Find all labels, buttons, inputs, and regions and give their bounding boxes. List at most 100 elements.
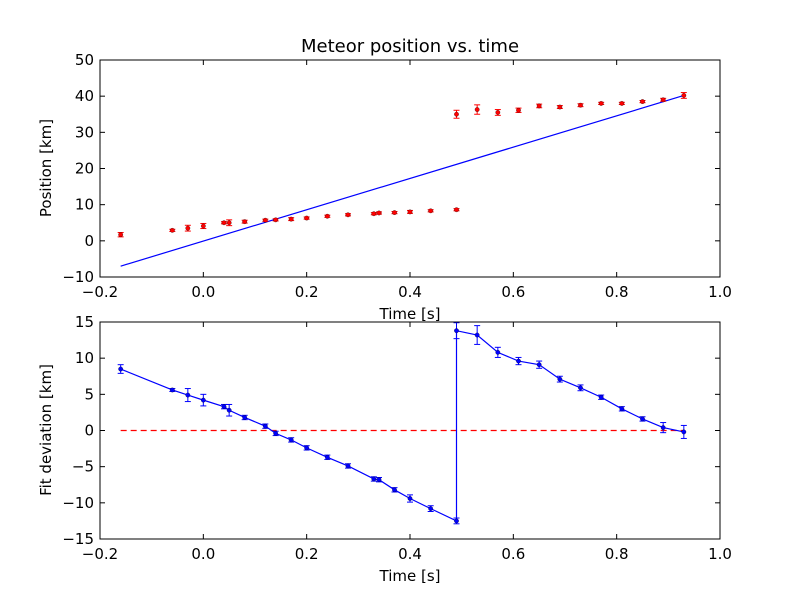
position-point (262, 217, 268, 223)
position-chart: Meteor position vs. time −0.2 0.0 0.2 0.4 0.… (37, 36, 732, 323)
y-tick-label: 10 (75, 196, 94, 214)
x-tick-label: 0.0 (191, 545, 215, 563)
y-tick-label: −5 (72, 458, 94, 476)
position-y-axis-label: Position [km] (37, 119, 55, 217)
position-point (324, 213, 330, 219)
deviation-point (185, 392, 191, 398)
deviation-point (474, 332, 480, 338)
x-tick-label: 0.4 (398, 545, 422, 563)
deviation-y-axis-label: Fit deviation [km] (37, 364, 55, 496)
x-tick-label: −0.2 (82, 283, 118, 301)
position-ticks: −0.2 0.0 0.2 0.4 0.6 0.8 1.0 −10 0 10 20 30 40 50 (62, 51, 732, 301)
position-point (304, 215, 310, 221)
position-point (200, 223, 206, 229)
y-tick-label: 20 (75, 160, 94, 178)
deviation-point (407, 496, 413, 501)
deviation-point (118, 366, 124, 372)
y-tick-label: 0 (84, 232, 94, 250)
y-tick-label: −10 (62, 494, 94, 512)
deviation-marks (117, 322, 687, 525)
position-point (185, 225, 191, 231)
position-point (557, 104, 563, 110)
x-tick-label: 0.2 (295, 283, 319, 301)
deviation-point (578, 385, 583, 391)
deviation-point (557, 376, 563, 382)
deviation-point (640, 416, 645, 422)
position-point (407, 209, 413, 215)
x-tick-label: 1.0 (708, 283, 732, 301)
position-marks (117, 92, 687, 267)
position-point (516, 107, 521, 113)
chart-title: Meteor position vs. time (301, 36, 519, 57)
deviation-point (304, 445, 310, 451)
y-tick-label: 5 (84, 385, 94, 403)
y-tick-label: 15 (75, 313, 94, 331)
deviation-point (681, 429, 687, 435)
deviation-point (262, 423, 268, 429)
x-tick-label: 1.0 (708, 545, 732, 563)
deviation-point (273, 431, 279, 436)
x-tick-label: 0.8 (605, 283, 629, 301)
deviation-point (324, 454, 330, 460)
deviation-series-line (120, 329, 684, 522)
deviation-point (376, 477, 382, 483)
position-point (345, 212, 351, 218)
position-point (619, 101, 625, 106)
position-point (454, 207, 459, 213)
position-point (495, 110, 501, 115)
position-point (660, 97, 666, 103)
position-point (428, 208, 434, 214)
deviation-point (619, 406, 625, 412)
y-tick-label: 10 (75, 349, 94, 367)
position-point (578, 102, 583, 108)
deviation-x-axis-label: Time [s] (379, 567, 441, 585)
deviation-point (226, 407, 232, 413)
deviation-point (288, 437, 294, 443)
linear-fit-line (120, 94, 685, 267)
deviation-point (454, 518, 459, 524)
position-point (598, 101, 604, 106)
position-point (288, 216, 294, 222)
deviation-point (392, 487, 397, 493)
deviation-point (169, 387, 175, 393)
position-point (681, 93, 687, 98)
deviation-point (536, 362, 542, 368)
position-point (376, 210, 382, 216)
y-tick-label: 30 (75, 123, 94, 141)
deviation-point (454, 328, 459, 334)
deviation-point (345, 463, 351, 469)
position-point (118, 232, 124, 238)
x-tick-label: 0.4 (398, 283, 422, 301)
position-point (474, 107, 480, 112)
y-tick-label: 40 (75, 87, 94, 105)
position-point (221, 220, 227, 226)
deviation-point (221, 404, 227, 409)
x-tick-label: 0.2 (295, 545, 319, 563)
deviation-point (598, 394, 604, 400)
x-tick-label: 0.8 (605, 545, 629, 563)
x-tick-label: 0.0 (191, 283, 215, 301)
deviation-point (428, 506, 434, 511)
deviation-point (660, 425, 666, 430)
position-x-axis-label: Time [s] (379, 305, 441, 323)
x-tick-label: −0.2 (82, 545, 118, 563)
deviation-chart: −0.2 0.0 0.2 0.4 0.6 0.8 1.0 −15 −10 −5 0 5 10 15 Tim… (37, 313, 732, 585)
y-tick-label: 50 (75, 51, 94, 69)
y-tick-label: −15 (62, 530, 94, 548)
x-tick-label: 0.6 (501, 283, 525, 301)
deviation-point (200, 397, 206, 403)
deviation-ticks: −0.2 0.0 0.2 0.4 0.6 0.8 1.0 −15 −10 −5 0 5 10 15 (62, 313, 732, 563)
position-point (536, 103, 542, 109)
y-tick-label: −10 (62, 268, 94, 286)
position-point (392, 210, 397, 215)
deviation-point (242, 415, 248, 420)
position-point (273, 217, 279, 223)
x-tick-label: 0.6 (501, 545, 525, 563)
position-point (226, 220, 232, 226)
position-point (169, 227, 175, 233)
y-tick-label: 0 (84, 422, 94, 440)
deviation-point (516, 358, 521, 364)
deviation-point (371, 476, 377, 482)
position-point (640, 99, 645, 104)
